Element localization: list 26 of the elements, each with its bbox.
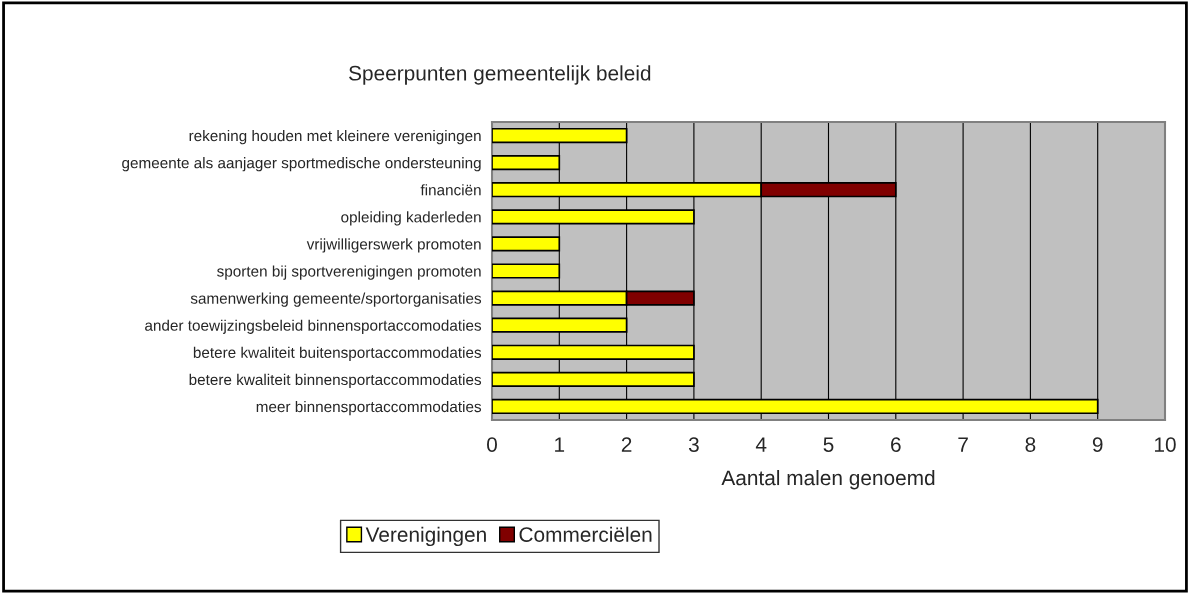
x-tick-label: 1	[555, 437, 565, 452]
y-tick-label: meer binnensportaccommodaties	[256, 400, 482, 416]
y-tick-label: gemeente als aanjager sportmedische ondersteuning	[122, 157, 481, 172]
x-tick-label: 3	[688, 437, 699, 452]
y-tick-label: financiën	[420, 184, 481, 196]
x-axis-title: Aantal malen genoemd	[721, 469, 935, 490]
x-tick-label: 8	[1025, 437, 1036, 452]
y-tick-label: betere kwaliteit buitensportaccommodaties	[193, 346, 482, 361]
legend-label: Commerciëlen	[519, 526, 652, 542]
x-tick-label: 9	[1092, 437, 1103, 452]
y-tick-label: opleiding kaderleden	[341, 211, 481, 226]
y-tick-label: sporten bij sportverenigingen promoten	[217, 265, 481, 280]
x-tick-label: 5	[823, 437, 834, 452]
y-tick-label: ander toewijzingsbeleid binnensportaccomodaties	[145, 319, 482, 334]
y-tick-label: samenwerking gemeente/sportorganisaties	[190, 292, 482, 307]
x-tick-label: 7	[958, 437, 968, 452]
y-tick-label: vrijwilligerswerk promoten	[306, 238, 481, 253]
y-tick-label: betere kwaliteit binnensportaccommodaties	[189, 373, 482, 389]
x-tick-label: 6	[891, 437, 901, 452]
x-tick-label: 0	[487, 437, 497, 452]
x-tick-label: 10	[1155, 437, 1176, 452]
legend-label: Verenigingen	[365, 526, 486, 547]
chart-title: Speerpunten gemeentelijk beleid	[349, 65, 651, 85]
x-tick-label: 4	[755, 437, 767, 452]
y-tick-label: rekening houden met kleinere verenigingen	[189, 130, 481, 145]
x-tick-label: 2	[621, 437, 632, 452]
